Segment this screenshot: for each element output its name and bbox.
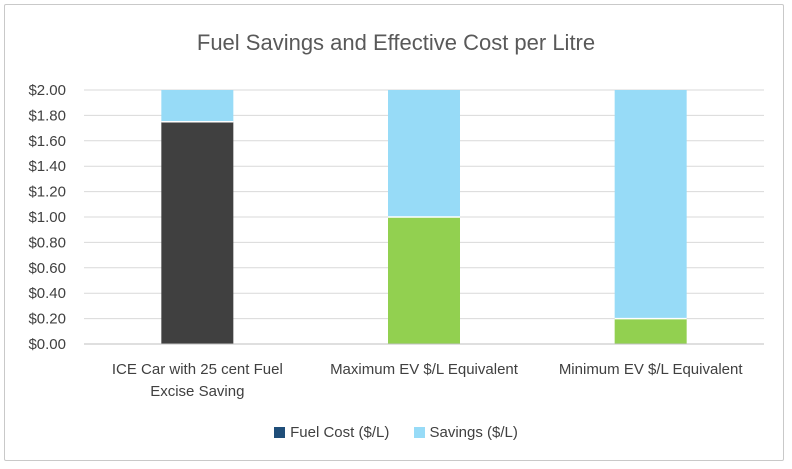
y-tick-label: $2.00: [28, 82, 66, 99]
bar-segment: [161, 121, 234, 344]
y-tick-label: $1.40: [28, 158, 66, 175]
legend-item-savings: Savings ($/L): [413, 424, 518, 441]
bar-segment: [614, 90, 687, 319]
bar-segment: [388, 217, 460, 344]
y-tick-label: $1.00: [28, 209, 66, 226]
y-tick-label: $1.20: [28, 184, 66, 201]
y-tick-label: $1.80: [28, 107, 66, 124]
legend-item-fuel-cost: Fuel Cost ($/L): [274, 424, 389, 441]
bar-segment: [161, 90, 234, 122]
y-tick-label: $0.80: [28, 234, 66, 251]
legend-label-fuel-cost: Fuel Cost ($/L): [290, 424, 390, 441]
chart-title: Fuel Savings and Effective Cost per Litr…: [196, 30, 596, 55]
y-tick-label: $0.20: [28, 311, 66, 328]
y-tick-label: $0.40: [28, 285, 66, 302]
legend-swatch-fuel-cost: [274, 427, 286, 438]
bar-segment: [614, 318, 687, 344]
y-tick-label: $0.60: [28, 260, 66, 277]
bar-segment: [388, 90, 460, 217]
x-category-label: Minimum EV $/L Equivalent: [559, 361, 744, 378]
x-category-label: Maximum EV $/L Equivalent: [330, 361, 519, 378]
x-category-label: ICE Car with 25 cent Fuel: [112, 361, 283, 378]
x-category-label: Excise Saving: [150, 383, 244, 400]
y-tick-label: $1.60: [28, 133, 66, 150]
legend: Fuel Cost ($/L) Savings ($/L): [0, 424, 792, 442]
legend-label-savings: Savings ($/L): [429, 424, 518, 441]
legend-swatch-savings: [413, 427, 425, 438]
y-tick-label: $0.00: [28, 336, 66, 353]
